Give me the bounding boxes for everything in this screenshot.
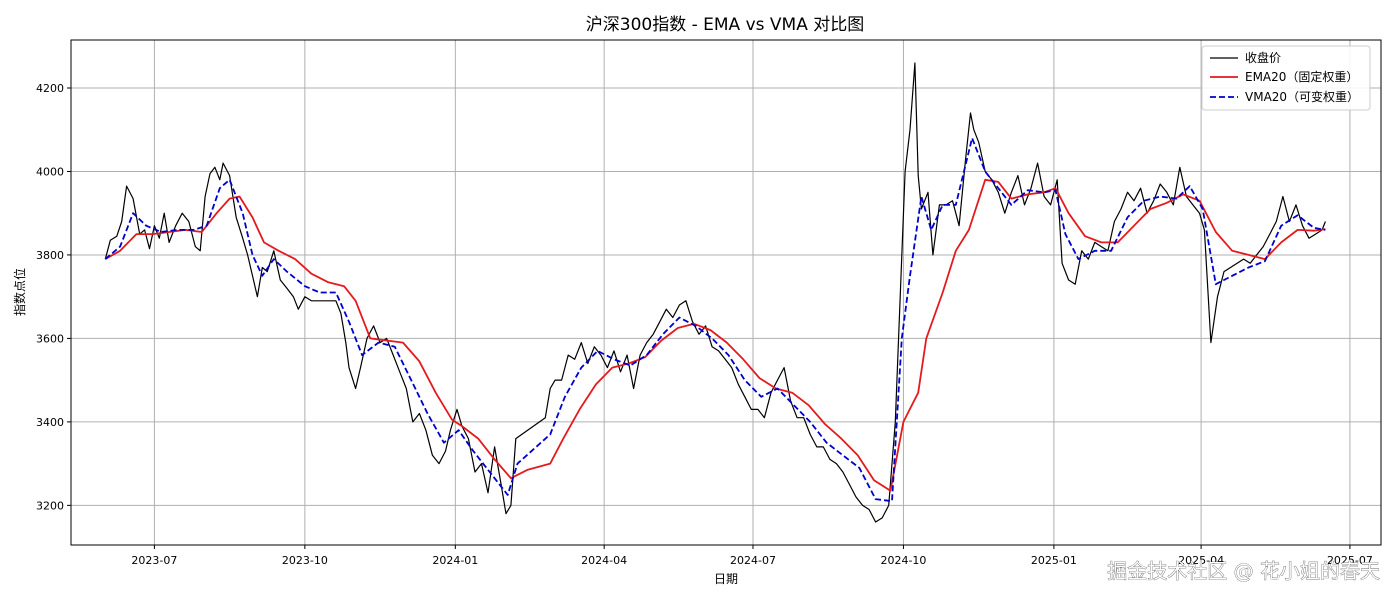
y-tick-label: 4000 <box>36 165 64 178</box>
y-tick-label: 3600 <box>36 332 64 345</box>
watermark: 掘金技术社区 @ 花小姐的春天 <box>1107 559 1380 583</box>
y-tick-label: 3800 <box>36 249 64 262</box>
x-tick-label: 2023-10 <box>282 554 328 567</box>
x-tick-label: 2024-10 <box>880 554 926 567</box>
legend: 收盘价 EMA20（固定权重） VMA20（可变权重） <box>1201 45 1371 111</box>
y-tick-label: 4200 <box>36 82 64 95</box>
series-layer <box>104 62 1326 523</box>
legend-label-close: 收盘价 <box>1245 50 1281 65</box>
x-tick-label: 2025-07 <box>1327 554 1373 567</box>
legend-label-ema: EMA20（固定权重） <box>1245 69 1358 84</box>
series-line-close <box>104 62 1326 523</box>
x-tick-label: 2024-04 <box>581 554 627 567</box>
legend-label-vma: VMA20（可变权重） <box>1245 89 1359 104</box>
legend-box <box>1201 45 1371 111</box>
x-tick-label: 2024-01 <box>432 554 478 567</box>
y-tick-label: 3400 <box>36 416 64 429</box>
y-tick-label: 3200 <box>36 499 64 512</box>
x-axis-label: 日期 <box>714 572 738 586</box>
plot-area <box>70 39 1382 546</box>
x-tick-label: 2023-07 <box>131 554 177 567</box>
grid <box>71 40 1381 545</box>
x-tick-label: 2025-04 <box>1178 554 1224 567</box>
x-tick-label: 2024-07 <box>730 554 776 567</box>
y-axis-label: 指数点位 <box>12 268 27 316</box>
axis-ticks: 3200 3400 3600 3800 4000 4200 2023-07 2023-10 20… <box>36 82 1373 567</box>
x-tick-label: 2025-01 <box>1031 554 1077 567</box>
series-line-vma <box>104 137 1326 503</box>
chart-title: 沪深300指数 - EMA vs VMA 对比图 <box>586 15 864 35</box>
series-line-ema <box>104 178 1326 492</box>
